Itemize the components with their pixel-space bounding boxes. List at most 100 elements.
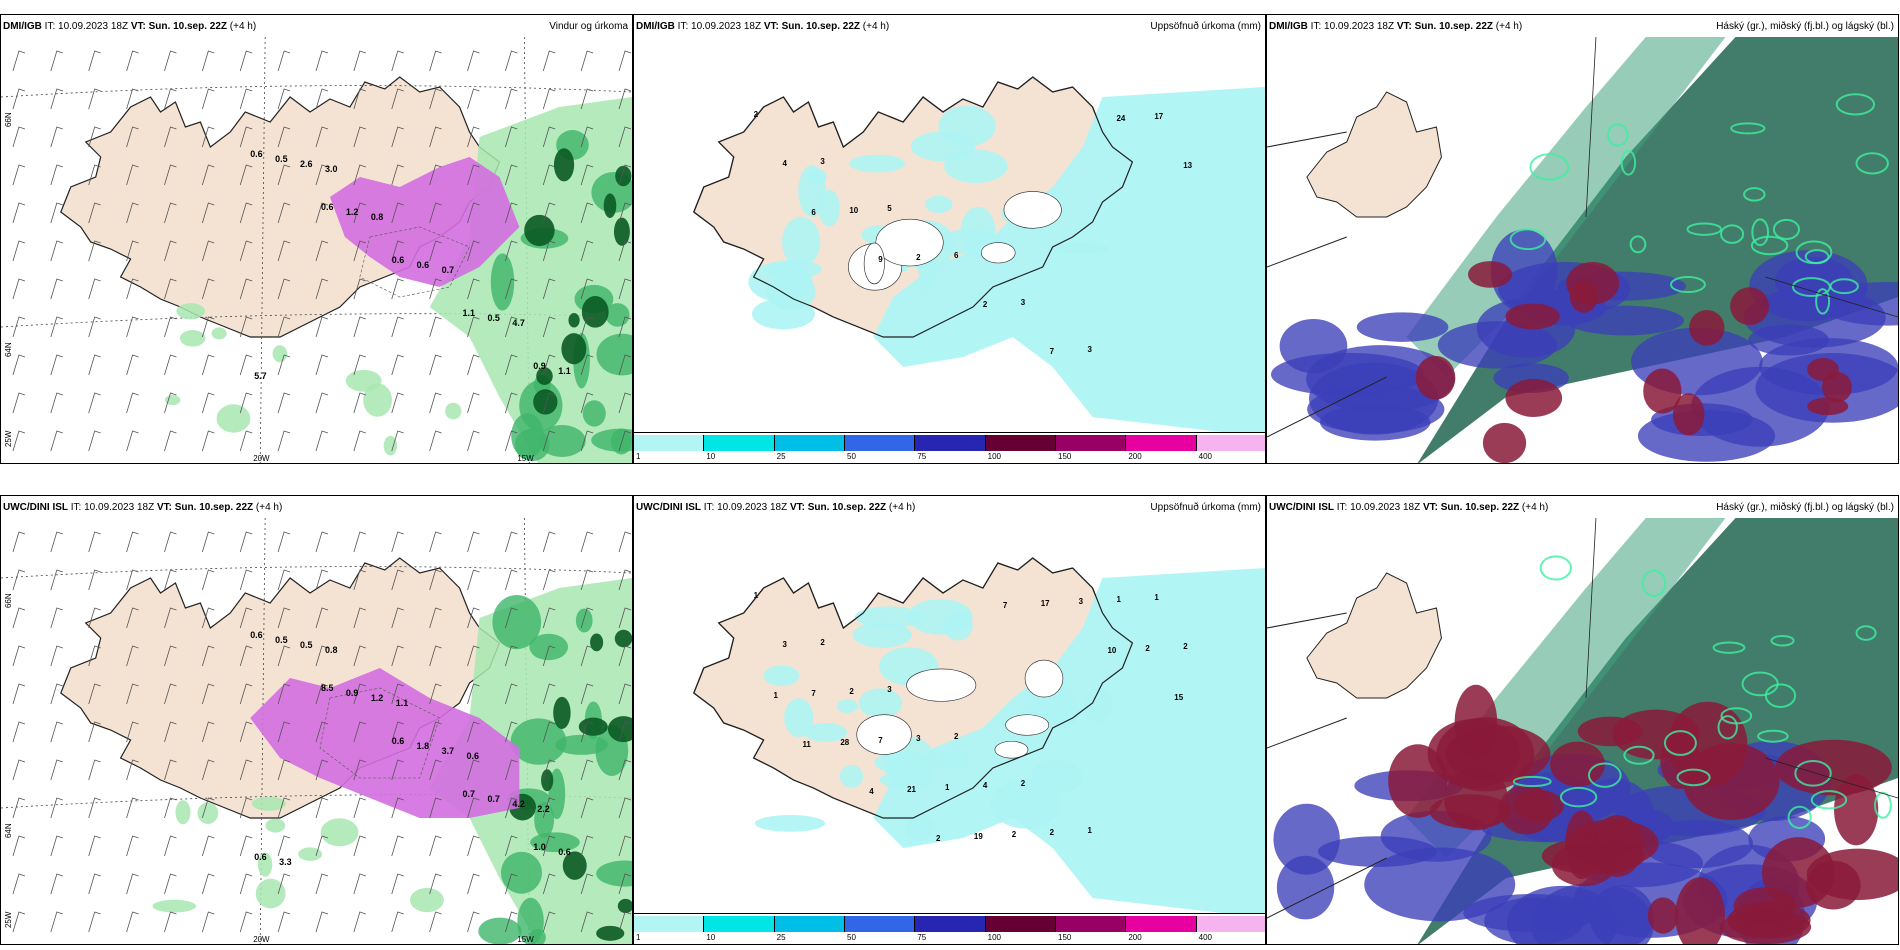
panel-run-info: DMI/IGB IT: 10.09.2023 18Z VT: Sun. 10.s… <box>3 21 256 32</box>
panel-run-info: UWC/DINI ISL IT: 10.09.2023 18Z VT: Sun.… <box>636 502 915 513</box>
precip-dark-blob <box>561 333 587 365</box>
panel-header: UWC/DINI ISL IT: 10.09.2023 18Z VT: Sun.… <box>1 502 632 516</box>
accum-value-label: 6 <box>954 251 959 260</box>
wind-barb <box>618 240 632 262</box>
graticule-line <box>1267 376 1387 438</box>
accum-value-label: 2 <box>849 687 854 696</box>
precip-value-label: 0.7 <box>463 789 475 799</box>
accum-value-label: 4 <box>783 159 788 168</box>
map-panel-5: UWC/DINI ISL IT: 10.09.2023 18Z VT: Sun.… <box>633 495 1266 945</box>
graticule-line <box>1765 276 1898 318</box>
colorbar-swatch <box>1126 916 1197 932</box>
wind-barb <box>201 354 215 376</box>
precip-value-label: 3.3 <box>279 857 291 867</box>
accum-value-label: 7 <box>878 736 883 745</box>
wind-barb <box>542 278 556 300</box>
accum-precip-blob <box>839 764 864 788</box>
wind-barb <box>239 278 253 300</box>
lead-time: (+4 h) <box>1521 502 1549 513</box>
wind-barb <box>618 126 632 148</box>
wind-barb <box>505 50 518 72</box>
wind-barb <box>315 683 329 705</box>
wind-barb <box>542 430 556 452</box>
accum-precip-blob <box>836 699 858 714</box>
cloud-contour <box>1623 745 1655 765</box>
wind-barb <box>239 759 253 781</box>
cloud-map <box>1267 37 1898 463</box>
wind-barb <box>505 683 518 705</box>
precip-value-label: 0.6 <box>321 202 333 212</box>
colorbar-tick-label: 400 <box>1198 933 1213 942</box>
colorbar-swatch <box>634 916 705 932</box>
cloud-contour <box>1815 288 1831 315</box>
panel-run-info: UWC/DINI ISL IT: 10.09.2023 18Z VT: Sun.… <box>3 502 282 513</box>
graticule-line <box>1267 612 1347 629</box>
mid-cloud-blob <box>1364 847 1516 922</box>
panel-header: DMI/IGB IT: 10.09.2023 18Z VT: Sun. 10.s… <box>1 21 632 35</box>
wind-barb <box>126 126 139 148</box>
precip-value-label: 1.2 <box>371 693 383 703</box>
wind-barb <box>467 873 480 895</box>
accum-value-label: 2 <box>983 300 988 309</box>
cloud-contour <box>1764 683 1797 708</box>
graticule-line <box>259 37 266 463</box>
precip-mid-blob <box>575 608 593 633</box>
wind-barb <box>277 126 291 148</box>
colorbar-tick-label: 100 <box>987 933 1002 942</box>
accum-value-label: 17 <box>1154 112 1163 121</box>
low-cloud-blob <box>1775 739 1892 796</box>
wind-barb <box>505 88 518 110</box>
wind-barb <box>201 721 215 743</box>
low-cloud-blob <box>1643 368 1682 414</box>
precip-mid-blob <box>492 594 542 650</box>
cloud-contour <box>1751 218 1770 247</box>
wind-barb <box>126 835 139 857</box>
low-cloud-blob <box>1675 877 1725 944</box>
accum-value-label: 19 <box>974 832 983 841</box>
wind-barb <box>50 354 63 376</box>
wind-barb <box>239 531 253 553</box>
wind-barb <box>277 683 291 705</box>
cloud-contour <box>1669 275 1706 294</box>
colorbar-swatch <box>845 435 916 451</box>
wind-barb <box>429 759 442 781</box>
precip-light-blob <box>152 899 197 913</box>
wind-barb <box>164 835 177 857</box>
precip-value-label: 0.5 <box>275 154 287 164</box>
wind-barb <box>315 873 329 895</box>
wind-barb <box>542 126 556 148</box>
wind-barb <box>201 911 215 933</box>
wind-barb <box>580 240 594 262</box>
wind-barb <box>505 759 518 781</box>
land-area <box>1306 572 1442 699</box>
lon-label-25w: 25W <box>4 430 13 447</box>
lon-label-20w: 20W <box>253 935 270 944</box>
cloud-contour <box>1835 93 1876 116</box>
wind-barb <box>618 392 632 414</box>
wind-barb <box>12 50 26 72</box>
colorbar-swatch <box>1056 435 1127 451</box>
wind-barb <box>467 316 480 338</box>
wind-barb <box>542 759 556 781</box>
wind-barb <box>201 240 215 262</box>
wind-barb <box>429 354 442 376</box>
lead-time: (+4 h) <box>862 21 890 32</box>
accum-precip-blob <box>858 688 903 718</box>
panel-run-info: DMI/IGB IT: 10.09.2023 18Z VT: Sun. 10.s… <box>636 21 889 32</box>
wind-barb <box>88 835 101 857</box>
wind-barb <box>239 721 253 743</box>
wind-barb <box>239 873 253 895</box>
wind-barb <box>201 430 215 452</box>
cloud-contour <box>1730 122 1766 135</box>
wind-barb <box>277 50 291 72</box>
accum-value-label: 10 <box>849 206 858 215</box>
wind-barb <box>126 430 139 452</box>
low-cloud-blob <box>1566 262 1620 305</box>
wind-barb <box>126 531 139 553</box>
precip-value-label: 0.8 <box>325 645 337 655</box>
low-cloud-blob <box>1730 287 1770 326</box>
colorbar-tick-label: 100 <box>987 452 1002 461</box>
accum-precip-blob <box>907 599 973 635</box>
wind-barb <box>315 316 329 338</box>
wind-barb <box>239 607 253 629</box>
